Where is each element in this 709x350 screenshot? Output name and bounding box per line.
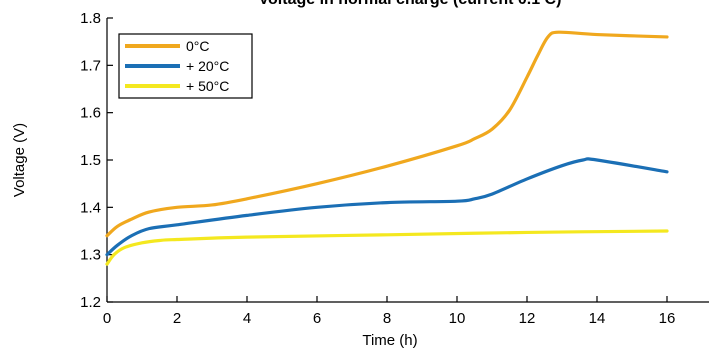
series-line-50c <box>105 229 669 266</box>
legend-label-50c: + 50°C <box>186 78 229 94</box>
chart-title: Voltage in normal charge (current 0.1 C) <box>259 0 562 8</box>
x-tick-label: 4 <box>243 310 251 327</box>
series-line-20c <box>105 157 669 257</box>
x-tick-label: 14 <box>589 310 606 327</box>
legend-label-0c: 0°C <box>186 38 210 54</box>
series-line-0c <box>105 30 669 238</box>
x-tick-label: 16 <box>659 310 676 327</box>
y-tick-label: 1.4 <box>80 199 101 216</box>
x-tick-label: 6 <box>313 310 321 327</box>
x-tick-label: 10 <box>449 310 466 327</box>
y-tick-label: 1.2 <box>80 294 101 311</box>
x-axis-title: Time (h) <box>362 332 417 349</box>
x-tick-label: 2 <box>173 310 181 327</box>
y-tick-label: 1.3 <box>80 247 101 264</box>
y-tick-label: 1.7 <box>80 57 101 74</box>
y-axis-title: Voltage (V) <box>11 123 28 197</box>
legend: 0°C + 20°C + 50°C <box>118 33 253 99</box>
x-tick-label: 12 <box>519 310 536 327</box>
legend-label-20c: + 20°C <box>186 58 229 74</box>
y-tick-label: 1.8 <box>80 10 101 27</box>
y-tick-label: 1.6 <box>80 105 101 122</box>
y-tick-label: 1.5 <box>80 152 101 169</box>
series <box>105 30 669 266</box>
x-tick-label: 0 <box>103 310 111 327</box>
x-tick-label: 8 <box>383 310 391 327</box>
